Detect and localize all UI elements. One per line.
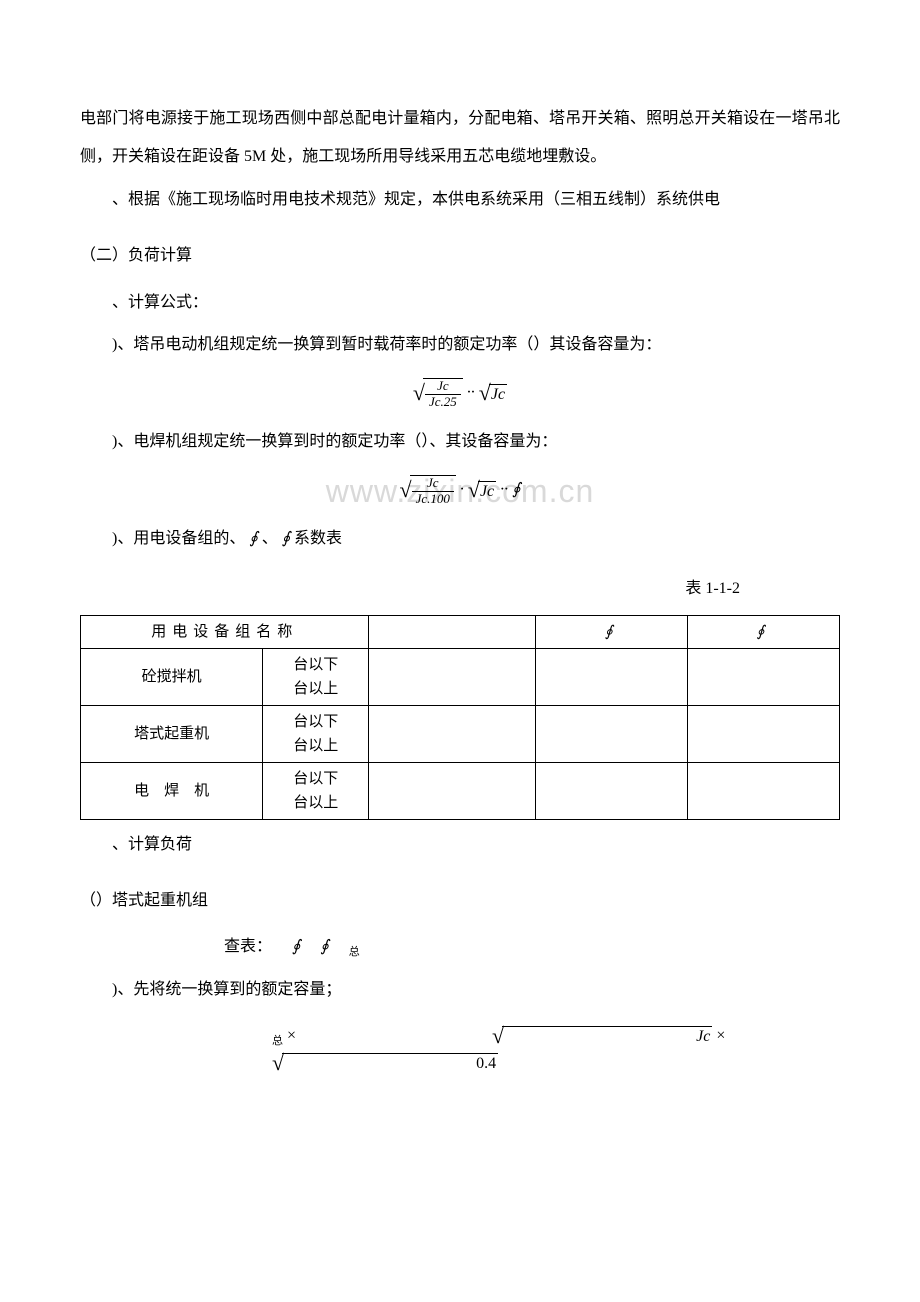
f3-sub: 总 — [272, 1035, 283, 1047]
td-sub-1a: 台以下 — [269, 653, 362, 677]
th-name: 用电设备组名称 — [81, 615, 369, 648]
lookup-label: 查表： — [224, 938, 272, 955]
td-sub-2a: 台以下 — [269, 710, 362, 734]
td-sub-3: 台以下 台以上 — [263, 762, 369, 819]
lookup-sub: 总 — [349, 947, 360, 959]
table-label: 表 1-1-2 — [80, 570, 840, 608]
table-row: 砼搅拌机 台以下 台以上 — [81, 648, 840, 705]
formula-2-num: Jc — [423, 476, 443, 490]
td-name-1: 砼搅拌机 — [81, 648, 263, 705]
paragraph-crane-motor: )、塔吊电动机组规定统一换算到暂时载荷率时的额定功率（）其设备容量为： — [80, 326, 840, 364]
table-row: 电 焊 机 台以下 台以上 — [81, 762, 840, 819]
sqrt-f3a: √ Jc — [300, 1023, 712, 1049]
lookup-phi-1: ∮ — [292, 938, 300, 955]
td-empty — [536, 648, 688, 705]
formula-1: √ Jc Jc.25 ·· √ Jc — [80, 378, 840, 409]
td-empty — [369, 705, 536, 762]
f3-b: 0.4 — [282, 1053, 498, 1073]
sqrt-tail-1: √ Jc — [479, 380, 507, 406]
td-sub-1b: 台以上 — [269, 677, 362, 701]
paragraph-lookup: 查表： ∮ ∮ 总 — [80, 928, 840, 966]
formula-1-num: Jc — [433, 379, 453, 393]
paragraph-welder: )、电焊机组规定统一换算到时的额定功率（）、其设备容量为： — [80, 423, 840, 461]
f3-a: Jc — [502, 1026, 712, 1046]
formula-2-phi: ∮ — [512, 481, 520, 498]
lookup-phi-2: ∮ — [320, 938, 328, 955]
td-empty — [688, 705, 840, 762]
formula-2-dots: ·· — [500, 481, 508, 498]
td-sub-2: 台以下 台以上 — [263, 705, 369, 762]
coeff-suffix: 系数表 — [294, 530, 342, 547]
formula-1-den: Jc.25 — [425, 394, 461, 409]
coeff-phi-2: ∮ — [282, 530, 290, 547]
paragraph-intro: 电部门将电源接于施工现场西侧中部总配电计量箱内，分配电箱、塔吊开关箱、照明总开关… — [80, 100, 840, 177]
td-empty — [536, 762, 688, 819]
formula-1-dots: ·· — [467, 384, 475, 401]
coeff-sep: 、 — [262, 530, 278, 547]
sqrt-outer-2: √ Jc Jc.100 — [400, 475, 456, 506]
coeff-prefix: )、用电设备组的、 — [112, 530, 245, 547]
td-name-2: 塔式起重机 — [81, 705, 263, 762]
td-sub-1: 台以下 台以上 — [263, 648, 369, 705]
paragraph-regulation: 、根据《施工现场临时用电技术规范》规定，本供电系统采用（三相五线制）系统供电 — [80, 181, 840, 219]
th-phi1: ∮ — [536, 615, 688, 648]
td-empty — [688, 648, 840, 705]
paragraph-coeff-table: )、用电设备组的、 ∮ 、 ∮ 系数表 — [80, 520, 840, 558]
paragraph-convert: )、先将统一换算到的额定容量； — [80, 971, 840, 1009]
td-empty — [369, 648, 536, 705]
table-row: 塔式起重机 台以下 台以上 — [81, 705, 840, 762]
td-empty — [688, 762, 840, 819]
coeff-table: 用电设备组名称 ∮ ∮ 砼搅拌机 台以下 台以上 塔式起重机 台以下 台以上 电… — [80, 615, 840, 820]
td-empty — [536, 705, 688, 762]
formula-2: www.zixin.com.cn √ Jc Jc.100 · √ Jc ·· ∮ — [80, 475, 840, 506]
sqrt-f3b: √ 0.4 — [80, 1050, 498, 1076]
th-phi2: ∮ — [688, 615, 840, 648]
td-empty — [369, 762, 536, 819]
sqrt-outer-1: √ Jc Jc.25 — [413, 378, 463, 409]
formula-2-dot1: · — [460, 481, 464, 498]
formula-2-mid: Jc — [478, 481, 496, 501]
section-tower-crane-group: （）塔式起重机组 — [80, 882, 840, 920]
paragraph-calc-load: 、计算负荷 — [80, 826, 840, 864]
coeff-phi-1: ∮ — [249, 530, 257, 547]
td-sub-3b: 台以上 — [269, 791, 362, 815]
paragraph-calc-formula: 、计算公式： — [80, 284, 840, 322]
formula-1-tail: Jc — [489, 384, 507, 404]
td-name-3: 电 焊 机 — [81, 762, 263, 819]
f3-mult2: × — [716, 1027, 725, 1044]
f3-mult1: × — [287, 1027, 296, 1044]
table-header-row: 用电设备组名称 ∮ ∮ — [81, 615, 840, 648]
formula-3: 总 × √ Jc × √ 0.4 — [80, 1023, 840, 1076]
formula-2-den: Jc.100 — [412, 491, 454, 506]
td-sub-2b: 台以上 — [269, 734, 362, 758]
th-blank — [369, 615, 536, 648]
sqrt-mid-2: √ Jc — [468, 477, 496, 503]
section-load-calc: （二）负荷计算 — [80, 237, 840, 275]
td-sub-3a: 台以下 — [269, 767, 362, 791]
